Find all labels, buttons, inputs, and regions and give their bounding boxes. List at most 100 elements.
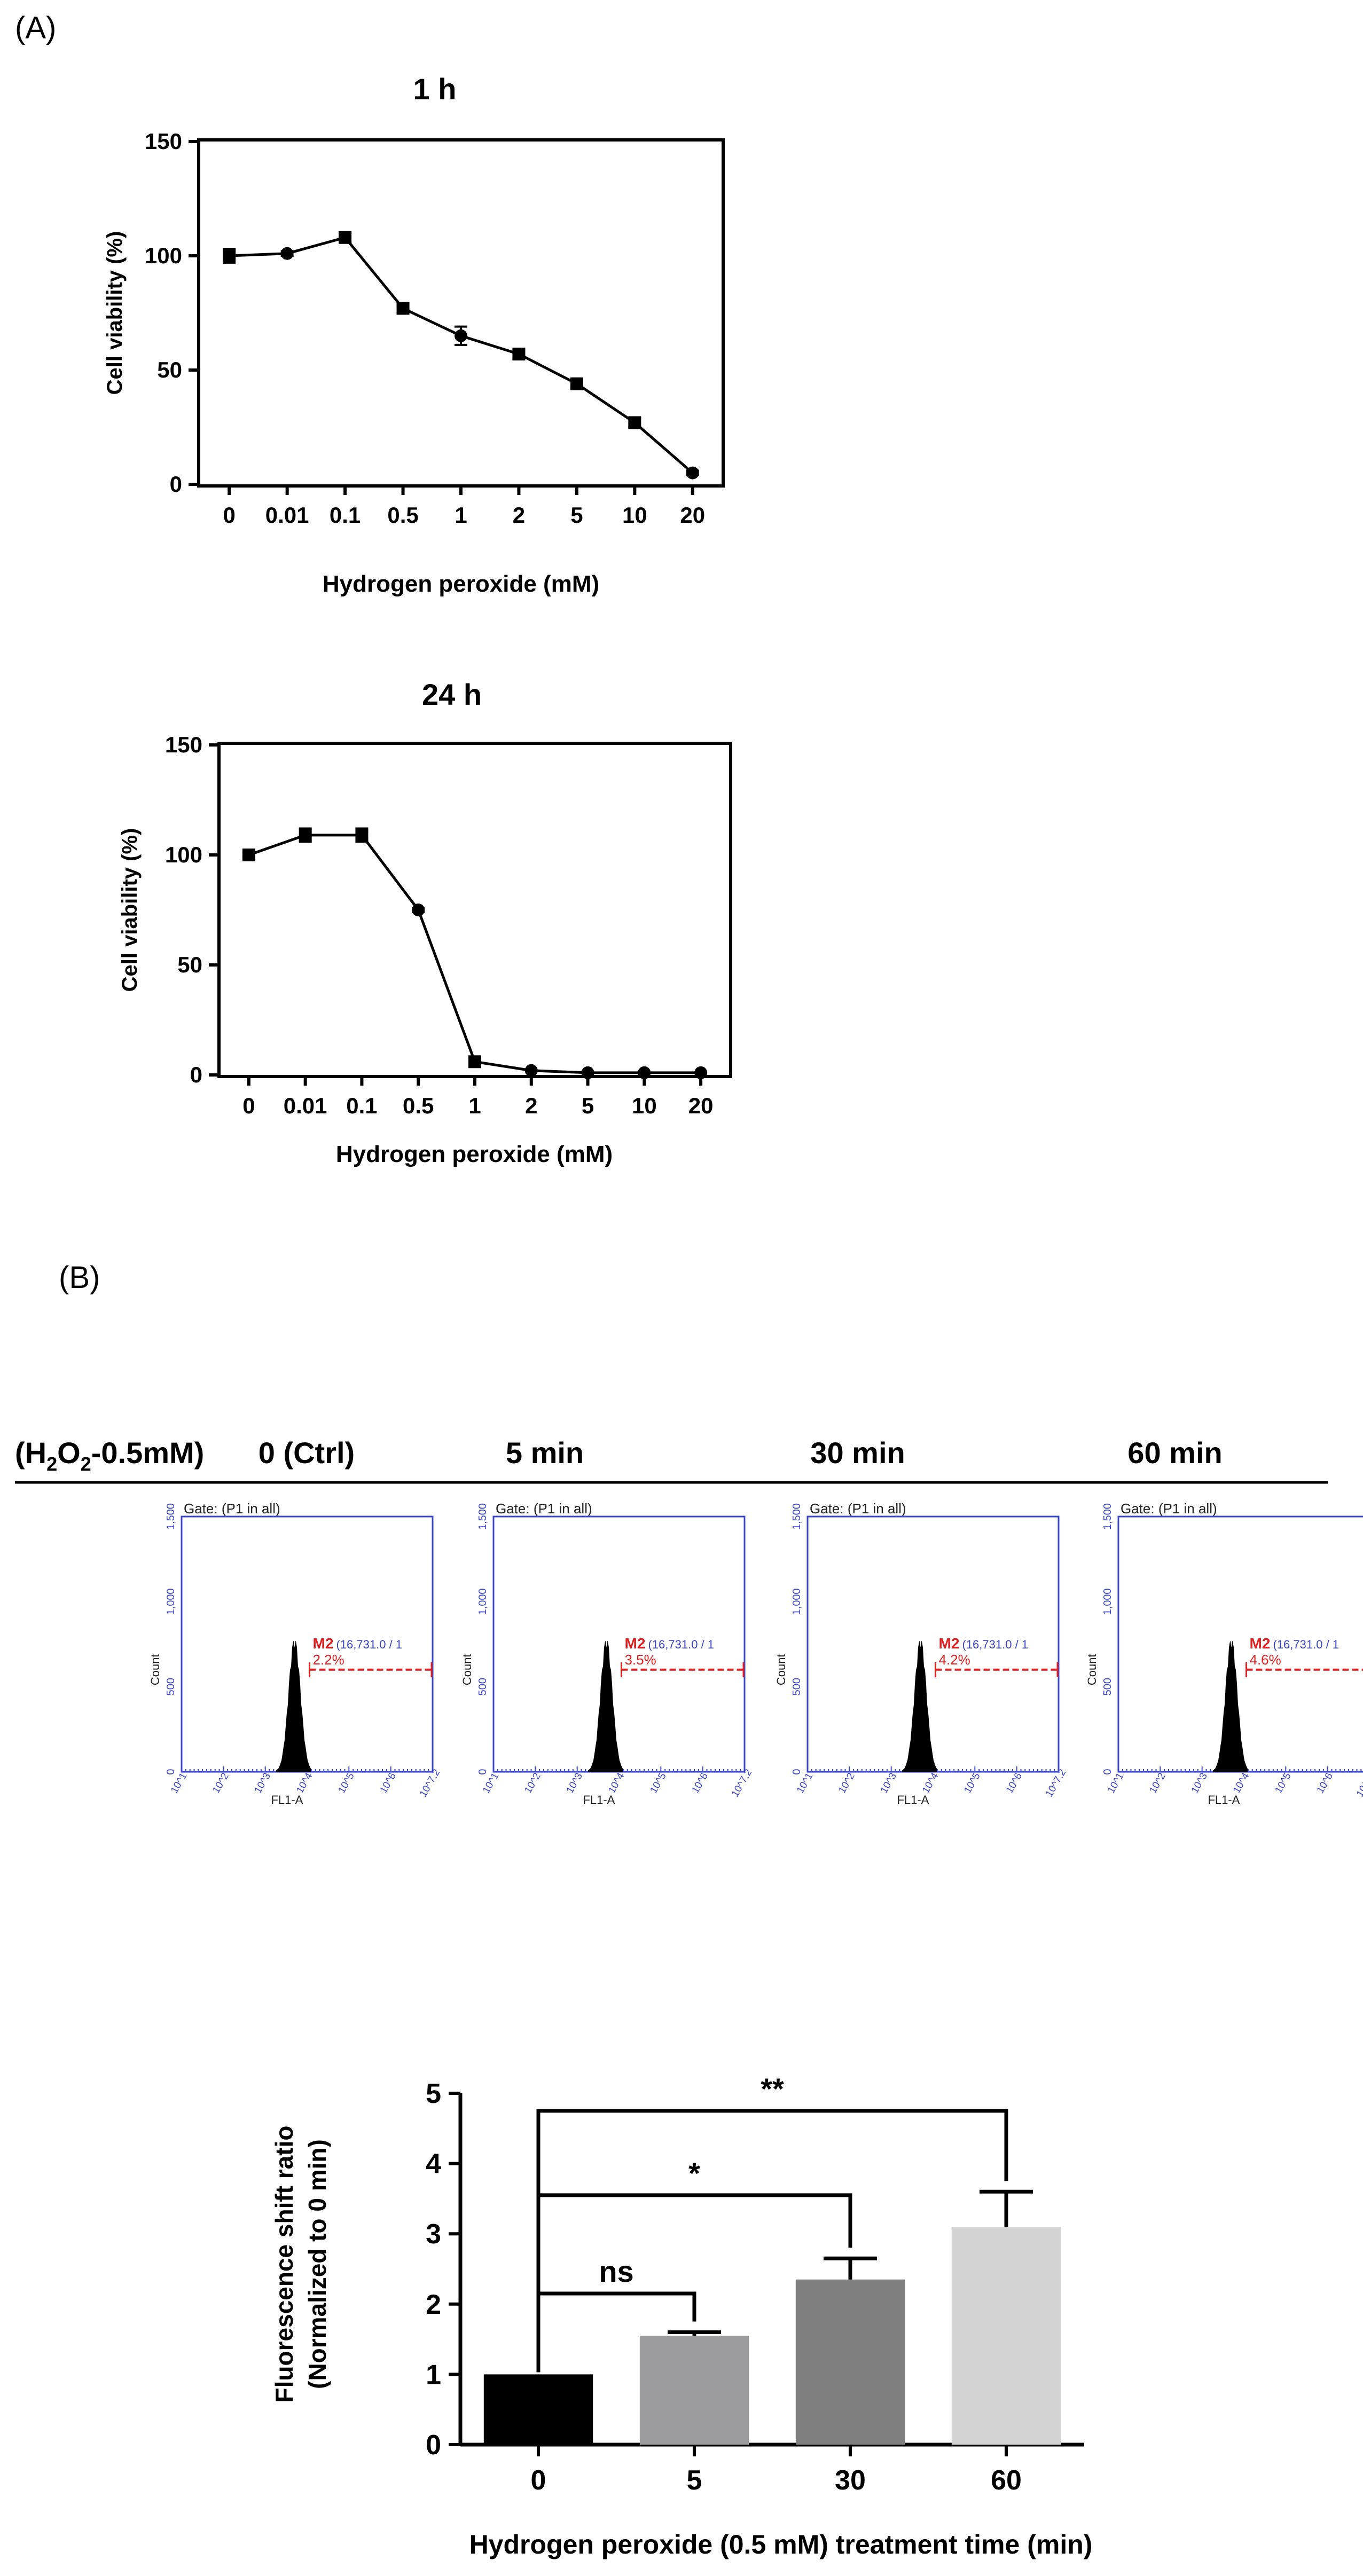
chart-24h-ytick-label: 100 [165, 842, 202, 867]
gate-marker-label: M2 [939, 1635, 960, 1652]
chart-24h-point [299, 828, 312, 842]
chart-24h-point [694, 1066, 708, 1079]
flow-xtick-label: 10^5 [648, 1771, 668, 1795]
flow-xtick-label: 10^2 [522, 1771, 543, 1795]
flow-xtick-label: 10^4 [1231, 1771, 1252, 1795]
chart-1h-xtick-label: 0.01 [265, 502, 309, 528]
flow-header: (H2O2-0.5mM) [15, 1436, 1328, 1484]
flow-xtick-label: 10^3 [565, 1771, 585, 1795]
chart-24h-point [412, 904, 425, 916]
chart-fluorescence-bar [795, 2279, 905, 2445]
gate-marker-percent: 3.5% [625, 1652, 656, 1668]
chart-fluorescence-ytick-label: 2 [426, 2289, 441, 2320]
gate-marker-label: M2 [1250, 1635, 1271, 1652]
flow-ytick-label: 1,000 [165, 1588, 177, 1615]
gate-marker-percent: 4.2% [939, 1652, 970, 1668]
flow-ylabel: Count [1085, 1654, 1099, 1685]
flow-xtick-label: 10^2 [210, 1771, 231, 1795]
chart-24h-point [581, 1066, 594, 1079]
gate-marker-label: M2 [313, 1635, 334, 1652]
chart-24h-ytick-label: 150 [165, 732, 202, 757]
chart-24h-ytick-label: 0 [190, 1062, 202, 1087]
flow-histogram [902, 1641, 937, 1772]
chart-1h-xtick-label: 2 [513, 502, 525, 528]
chart-24h-ylabel: Cell viability (%) [118, 828, 142, 992]
chart-1h-ytick-label: 150 [145, 129, 182, 154]
chart-1h-xtick-label: 0.1 [330, 502, 361, 528]
flow-ytick-label: 0 [1102, 1769, 1114, 1774]
flow-ytick-label: 0 [477, 1769, 489, 1774]
flow-xtick-label: 10^2 [1147, 1771, 1168, 1795]
flow-panel-title: 5 min [506, 1436, 584, 1470]
flow-panel-title: 0 (Ctrl) [258, 1436, 355, 1470]
chart-1h-point [686, 466, 699, 480]
chart-1h-point [280, 247, 294, 260]
flow-panel: 60 min Gate: (P1 in all) 1,500 1,000 500 0 Cou… [1085, 1436, 1363, 1807]
flow-panel-title: 60 min [1127, 1436, 1222, 1470]
flow-ytick-label: 1,500 [165, 1503, 177, 1530]
flow-ytick-label: 1,000 [791, 1588, 803, 1615]
flow-panel: 30 min Gate: (P1 in all) 1,500 1,000 500 0 Cou… [774, 1436, 1068, 1807]
treatment-label: (H2O2-0.5mM) [15, 1436, 204, 1475]
chart-24h-xlabel: Hydrogen peroxide (mM) [336, 1141, 613, 1167]
chart-fluorescence-ytick-label: 0 [426, 2430, 441, 2461]
chart-fluorescence-xtick-label: 30 [835, 2465, 866, 2496]
flow-ytick-label: 0 [165, 1769, 177, 1774]
flow-xtick-label: 10^6 [1004, 1771, 1024, 1795]
flow-xtick-label: 10^3 [879, 1771, 899, 1795]
chart-24h-point [242, 849, 255, 861]
flow-panel: 5 min Gate: (P1 in all) 1,500 1,000 500 0 Coun… [460, 1436, 754, 1807]
flow-plot-frame [806, 1515, 1060, 1773]
chart-24h-point [638, 1066, 651, 1079]
chart-24h-xtick-label: 1 [468, 1093, 481, 1118]
flow-xlabel: FL1-A [897, 1793, 929, 1807]
chart-1h-xtick-label: 5 [570, 502, 583, 528]
significance-label: ns [599, 2255, 633, 2288]
flow-ytick-label: 500 [165, 1678, 177, 1695]
gate-marker-label: M2 [625, 1635, 646, 1652]
chart-1h-ytick-label: 100 [145, 243, 182, 268]
chart-24h-point [524, 1064, 538, 1077]
chart-24h-xtick-label: 0.1 [346, 1093, 377, 1118]
chart-fluorescence-xtick-label: 5 [687, 2465, 702, 2496]
flow-xtick-label: 10^5 [962, 1771, 982, 1795]
chart-fluorescence-ylabel-2: (Normalized to 0 min) [303, 2139, 331, 2389]
chart-fluorescence: Fluorescence shift ratio (Normalized to … [270, 2072, 1092, 2559]
flow-ytick-label: 1,000 [477, 1588, 489, 1615]
flow-ytick-label: 500 [1102, 1678, 1114, 1695]
flow-ytick-label: 0 [791, 1769, 803, 1774]
flow-xlabel: FL1-A [271, 1793, 303, 1807]
flow-histogram [588, 1641, 623, 1772]
chart-fluorescence-ytick-label: 3 [426, 2219, 441, 2250]
flow-xtick-label: 10^3 [1189, 1771, 1210, 1795]
chart-1h-xtick-label: 10 [622, 502, 647, 528]
chart-fluorescence-ytick-label: 4 [426, 2149, 441, 2180]
chart-1h-point [223, 249, 236, 262]
flow-xtick-label: 10^5 [1273, 1771, 1293, 1795]
chart-fluorescence-xlabel: Hydrogen peroxide (0.5 mM) treatment tim… [469, 2530, 1093, 2559]
chart-24h-xtick-label: 0.5 [403, 1093, 434, 1118]
chart-24h-ytick-label: 50 [177, 952, 202, 977]
chart-1h-ylabel: Cell viability (%) [103, 231, 127, 395]
chart-1h-point [628, 416, 641, 429]
flow-xlabel: FL1-A [583, 1793, 615, 1807]
chart-1h-point [570, 377, 583, 390]
chart-24h-frame [217, 742, 732, 1078]
gate-label: Gate: (P1 in all) [496, 1501, 592, 1517]
flow-xlabel: FL1-A [1208, 1793, 1240, 1807]
flow-plot-frame [181, 1515, 434, 1773]
flow-panel: 0 (Ctrl) Gate: (P1 in all) 1,500 1,000 500 0 C… [148, 1436, 442, 1807]
chart-24h-xtick-label: 2 [525, 1093, 537, 1118]
flow-xtick-label: 10^4 [920, 1771, 941, 1795]
flow-ytick-label: 1,500 [791, 1503, 803, 1530]
significance-label: ** [761, 2072, 784, 2106]
chart-1h-xtick-label: 0.5 [387, 502, 418, 528]
chart-24h: 24 h Cell viability (%) Hydrogen peroxid… [118, 678, 732, 1167]
chart-1h-xtick-label: 1 [455, 502, 467, 528]
panel-label-a: (A) [15, 11, 56, 45]
flow-ytick-label: 1,500 [477, 1503, 489, 1530]
chart-1h-point [396, 302, 410, 315]
chart-fluorescence-xtick-label: 60 [991, 2465, 1022, 2496]
gate-label: Gate: (P1 in all) [184, 1501, 280, 1517]
